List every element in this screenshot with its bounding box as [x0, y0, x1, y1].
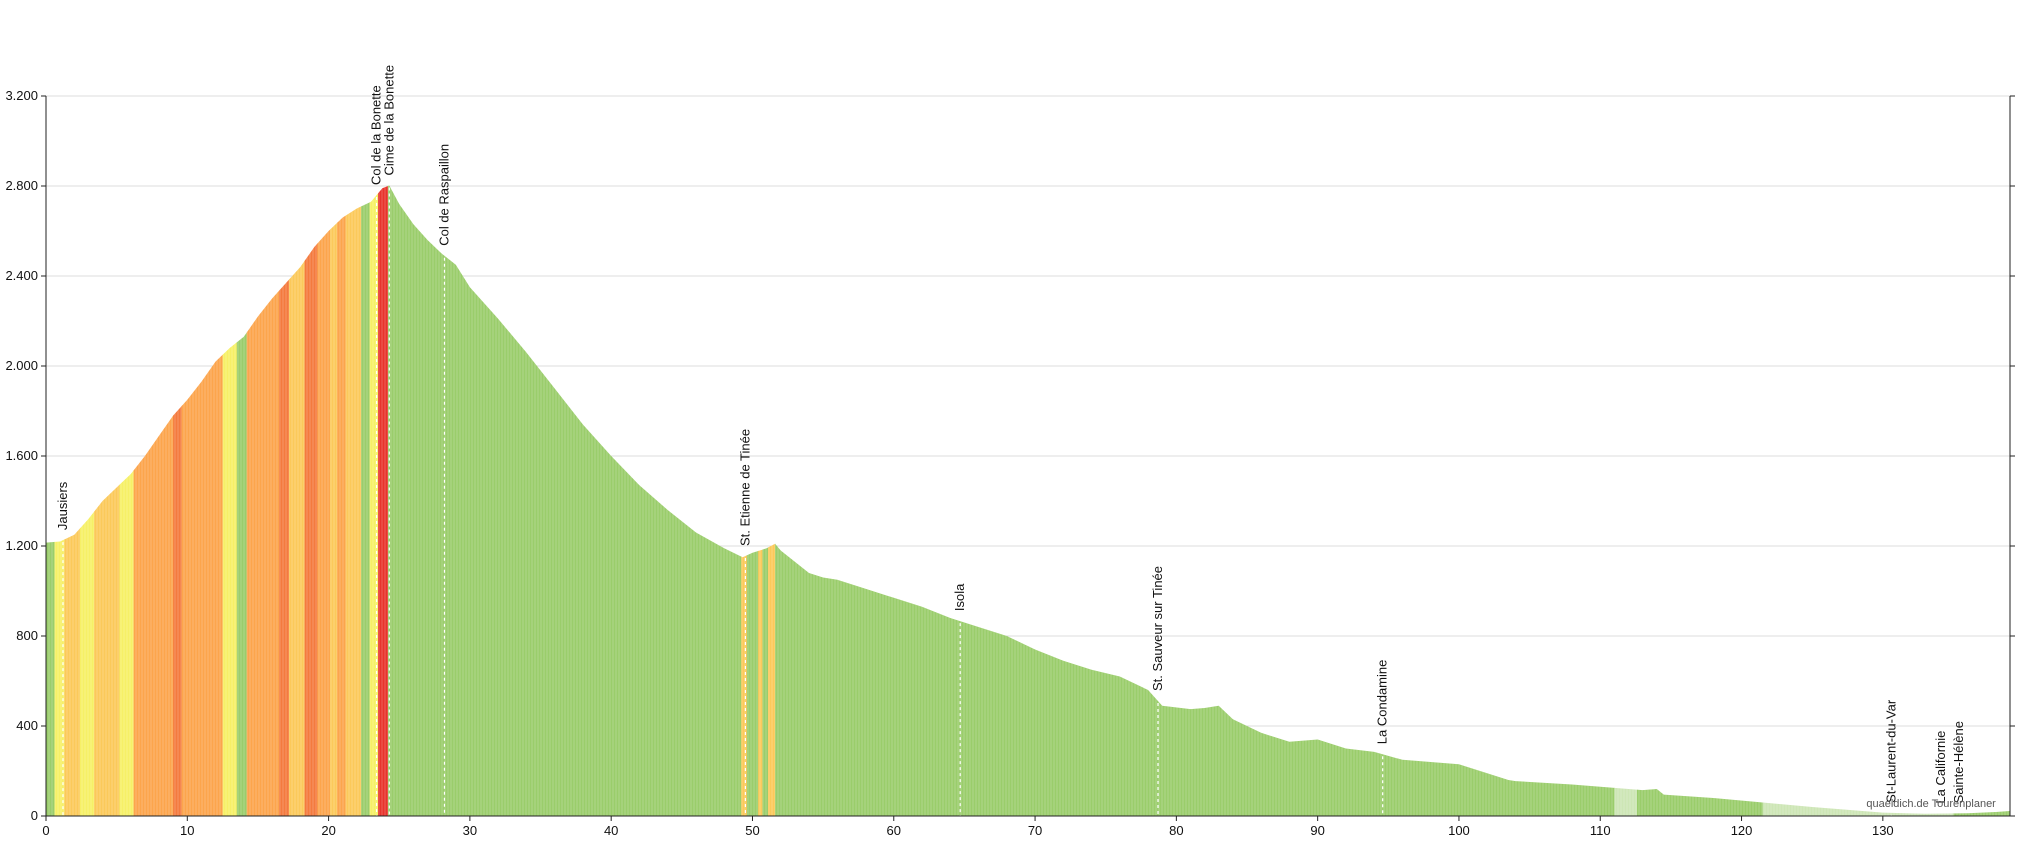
waypoint-label: St-Laurent-du-Var	[1883, 699, 1898, 803]
x-tick-label: 120	[1731, 823, 1753, 838]
y-tick-label: 2.400	[5, 268, 38, 283]
gradient-band	[236, 185, 248, 816]
x-tick-label: 60	[887, 823, 901, 838]
y-tick-label: 1.200	[5, 538, 38, 553]
x-tick-label: 130	[1872, 823, 1894, 838]
x-tick-label: 10	[180, 823, 194, 838]
gradient-band	[173, 185, 183, 816]
x-tick-label: 50	[745, 823, 759, 838]
waypoint-label: La Condamine	[1375, 660, 1390, 745]
x-tick-label: 40	[604, 823, 618, 838]
waypoint-label: Col de la Bonette	[369, 85, 384, 185]
waypoint-label: La Californie	[1933, 731, 1948, 804]
y-tick-label: 2.000	[5, 358, 38, 373]
x-tick-label: 20	[321, 823, 335, 838]
gradient-bands	[46, 185, 2010, 816]
gradient-band	[1636, 185, 1764, 816]
x-tick-label: 80	[1169, 823, 1183, 838]
x-tick-label: 70	[1028, 823, 1042, 838]
credit-label: quaeldich.de Tourenplaner	[1866, 798, 1996, 810]
waypoint-label: Cime de la Bonette	[381, 65, 396, 176]
waypoint-label: Isola	[952, 583, 967, 611]
gradient-band	[337, 185, 347, 816]
gradient-band	[330, 185, 338, 816]
x-tick-label: 90	[1310, 823, 1324, 838]
waypoint-label: Col de Raspaillon	[437, 144, 452, 246]
x-tick-label: 100	[1448, 823, 1470, 838]
gradient-band	[361, 185, 371, 816]
axes: 0 400 800 1.200 1.600 2.000 2.400 2.800 3.200 0 10…	[5, 88, 2015, 838]
x-tick-label: 30	[463, 823, 477, 838]
x-tick-label: 110	[1590, 823, 1611, 838]
y-tick-label: 2.800	[5, 178, 38, 193]
gradient-band	[1762, 185, 1955, 816]
waypoint-label: St. Etienne de Tinée	[737, 429, 752, 546]
y-tick-label: 3.200	[5, 88, 38, 103]
gradient-band	[317, 185, 331, 816]
gradient-band	[1614, 185, 1638, 816]
waypoint-label: Jausiers	[55, 481, 70, 530]
gradient-band	[369, 185, 379, 816]
y-tick-label: 400	[16, 718, 38, 733]
gradient-band	[1953, 185, 2010, 816]
gradient-band	[289, 185, 306, 816]
gradient-band	[94, 185, 121, 816]
gradient-band	[246, 185, 280, 816]
waypoint-label: Sainte-Hélène	[1951, 721, 1966, 803]
gradient-band	[758, 185, 763, 816]
waypoint-label: St. Sauveur sur Tinée	[1150, 566, 1165, 691]
y-tick-label: 800	[16, 628, 38, 643]
gradient-band	[378, 185, 389, 816]
gradient-band	[46, 185, 56, 816]
x-tick-label: 0	[42, 823, 49, 838]
gradient-band	[304, 185, 318, 816]
y-tick-label: 1.600	[5, 448, 38, 463]
y-tick-label: 0	[31, 808, 38, 823]
gradient-band	[279, 185, 290, 816]
gradient-band	[345, 185, 362, 816]
